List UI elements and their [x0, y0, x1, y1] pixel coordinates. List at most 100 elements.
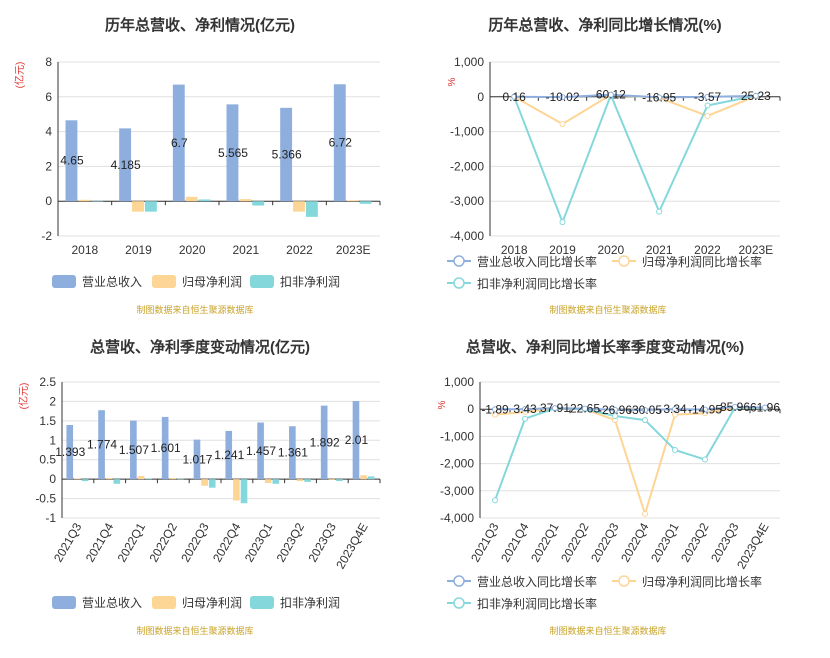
bar-value-label: 4.185: [111, 158, 141, 172]
x-tick-label: 2021Q3: [468, 520, 502, 564]
legend-item[interactable]: 归母净利润同比增长率: [612, 254, 762, 269]
legend[interactable]: 营业总收入 归母净利润 扣非净利润: [52, 275, 340, 289]
x-tick-label: 2023Q2: [274, 520, 308, 564]
bar-2: [346, 200, 359, 202]
chart-title: 历年总营收、净利情况(亿元): [105, 16, 295, 34]
bar-3: [177, 478, 184, 480]
legend-label: 扣非净利润: [280, 275, 340, 289]
legend-item[interactable]: 扣非净利润同比增长率: [447, 596, 597, 611]
y-tick-label: -2,000: [450, 159, 484, 173]
legend[interactable]: 营业总收入 归母净利润 扣非净利润: [52, 596, 340, 610]
x-tick-label: 2022Q3: [588, 520, 622, 564]
chart-panel-4: 总营收、净利同比增长率季度变动情况(%)% -4,000 -3,000 -2,000 -…: [437, 338, 781, 636]
y-tick-label: 1.5: [39, 414, 56, 428]
legend-item[interactable]: 归母净利润同比增长率: [612, 574, 762, 589]
line-value-label: -16.95: [642, 90, 676, 104]
line-value-label: -1.89: [481, 402, 509, 416]
bar-2: [296, 479, 304, 482]
x-tick-label: 2021: [646, 243, 673, 257]
legend-item[interactable]: 扣非净利润: [250, 275, 340, 289]
series-point-1: [702, 406, 708, 413]
bar-2: [137, 476, 145, 480]
y-tick-label: 0: [477, 90, 484, 104]
x-tick-label: 2018: [71, 243, 98, 257]
series-point-1: [732, 403, 738, 410]
legend-swatch: [250, 596, 274, 609]
legend-item[interactable]: 扣非净利润同比增长率: [447, 276, 597, 291]
bar-3: [272, 479, 280, 484]
y-tick-label: 1: [49, 433, 56, 447]
line-value-label: -14.95: [688, 403, 722, 417]
line-value-label: -3.57: [694, 90, 722, 104]
y-tick-label: 0.5: [39, 453, 56, 467]
legend-item[interactable]: 营业总收入同比增长率: [447, 254, 597, 269]
legend-item[interactable]: 营业总收入同比增长率: [447, 574, 597, 589]
bar-3: [91, 200, 104, 202]
bar-3: [144, 201, 157, 212]
legend-item[interactable]: 归母净利润: [152, 596, 242, 610]
bar-3: [81, 479, 89, 482]
y-tick-label: -1,000: [440, 429, 474, 443]
bar-3: [240, 479, 248, 504]
legend-label: 扣非净利润同比增长率: [477, 596, 597, 611]
y-tick-label: -1: [45, 511, 56, 525]
bar-1: [66, 425, 74, 480]
bar-1: [119, 128, 132, 202]
series-point-1: [704, 93, 711, 100]
series-line-2: [494, 406, 766, 518]
line-value-label: 37.91: [540, 401, 570, 415]
legend-label: 扣非净利润同比增长率: [477, 276, 597, 291]
y-tick-label: 1,000: [454, 55, 484, 69]
bar-2: [293, 201, 305, 212]
y-tick-label: 2.5: [39, 375, 56, 389]
bar-2: [105, 477, 113, 480]
unit-label: %: [447, 77, 458, 86]
bar-2: [78, 199, 91, 202]
y-tick-label: 4: [45, 125, 52, 139]
legend-item[interactable]: 营业总收入: [52, 275, 142, 289]
bar-2: [239, 199, 252, 202]
x-tick-label: 2021Q4: [498, 520, 532, 564]
legend-item[interactable]: 扣非净利润: [250, 596, 340, 610]
series-line-3: [513, 92, 757, 225]
legend-swatch: [152, 275, 176, 288]
y-tick-label: -3,000: [450, 194, 484, 208]
bar-value-label: 1.774: [87, 438, 117, 452]
bar-value-label: 1.017: [182, 452, 212, 466]
series-point-3: [612, 413, 618, 419]
chart-panel-3: 总营收、净利季度变动情况(亿元) (亿元) -1 -0.5 0 0.5 1 1.5 2 2.5 20…: [17, 338, 381, 636]
legend-label: 归母净利润: [182, 275, 242, 289]
x-tick-label: 2022: [286, 243, 313, 257]
legend-item[interactable]: 营业总收入: [52, 596, 142, 610]
bar-2: [233, 479, 240, 501]
y-tick-label: -0.5: [35, 492, 56, 506]
bar-1: [161, 416, 169, 480]
legend-item[interactable]: 归母净利润: [152, 275, 242, 289]
x-tick-label: 2020: [179, 243, 206, 257]
bar-value-label: 1.393: [55, 445, 85, 459]
x-tick-label: 2022Q3: [178, 520, 212, 564]
bar-1: [257, 422, 264, 480]
legend-label: 归母净利润同比增长率: [642, 254, 762, 269]
series-point-1: [607, 91, 614, 98]
chart-panel-1: 历年总营收、净利情况(亿元) (亿元) -2 0 2 4 6 8 2018 2019 2020 202…: [13, 16, 381, 315]
legend-swatch: [52, 596, 76, 609]
bar-value-label: 2.01: [345, 433, 369, 447]
series-point-1: [522, 406, 528, 413]
x-tick-label: 2023Q3: [708, 520, 742, 564]
series-point-1: [582, 405, 588, 412]
bar-value-label: 1.892: [310, 435, 340, 449]
bar-value-label: 1.241: [214, 448, 244, 462]
series-point-1: [672, 406, 678, 413]
x-tick-label: 2023Q1: [648, 520, 682, 564]
series-point-1: [511, 93, 518, 100]
series-point-1: [642, 407, 648, 414]
bar-value-label: 5.565: [218, 146, 248, 160]
bar-value-label: 1.457: [246, 444, 276, 458]
series-point-1: [612, 406, 618, 413]
line-value-label: -26.96: [598, 403, 632, 417]
x-tick-label: 2021Q4: [83, 520, 117, 564]
